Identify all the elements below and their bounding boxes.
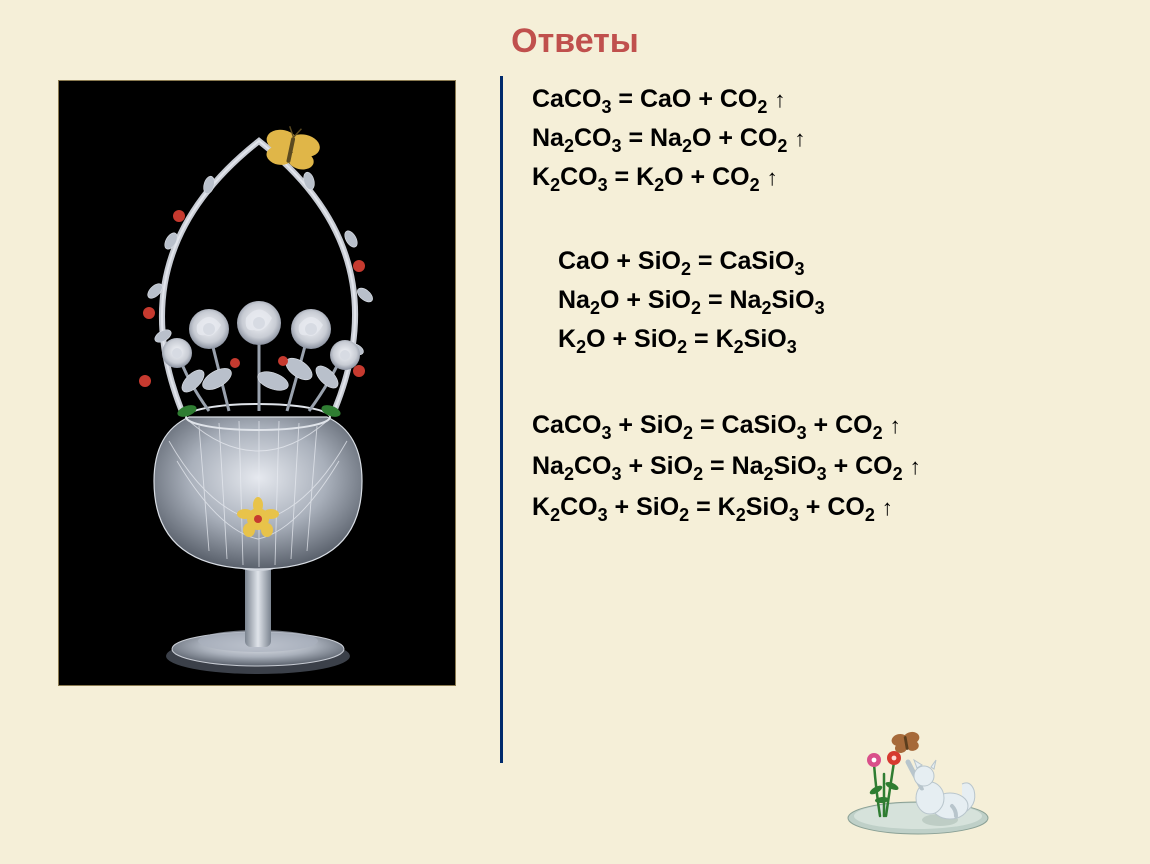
equation-line: CaCO3 + SiO2 = CaSiO3 + CO2 ↑: [532, 405, 1112, 446]
glass-cat-figurine: [844, 720, 992, 838]
equation-block-2: CaO + SiO2 = CaSiO3 Na2O + SiO2 = Na2SiO…: [558, 242, 1112, 358]
glass-vase-photo: [58, 80, 456, 686]
equation-line: K2CO3 = K2O + CO2 ↑: [532, 158, 1112, 197]
equation-line: K2CO3 + SiO2 = K2SiO3 + CO2 ↑: [532, 487, 1112, 528]
equation-line: Na2CO3 = Na2O + CO2 ↑: [532, 119, 1112, 158]
page-title: Ответы: [0, 22, 1150, 61]
equations-content: CaCO3 = CaO + CO2 ↑ Na2CO3 = Na2O + CO2 …: [532, 80, 1112, 574]
equation-line: K2O + SiO2 = K2SiO3: [558, 320, 1112, 359]
equation-line: Na2CO3 + SiO2 = Na2SiO3 + CO2 ↑: [532, 446, 1112, 487]
equation-line: CaO + SiO2 = CaSiO3: [558, 242, 1112, 281]
equation-line: CaCO3 = CaO + CO2 ↑: [532, 80, 1112, 119]
vertical-divider: [500, 76, 503, 763]
equation-block-1: CaCO3 = CaO + CO2 ↑ Na2CO3 = Na2O + CO2 …: [532, 80, 1112, 196]
equation-block-3: CaCO3 + SiO2 = CaSiO3 + CO2 ↑ Na2CO3 + S…: [532, 405, 1112, 529]
equation-line: Na2O + SiO2 = Na2SiO3: [558, 281, 1112, 320]
